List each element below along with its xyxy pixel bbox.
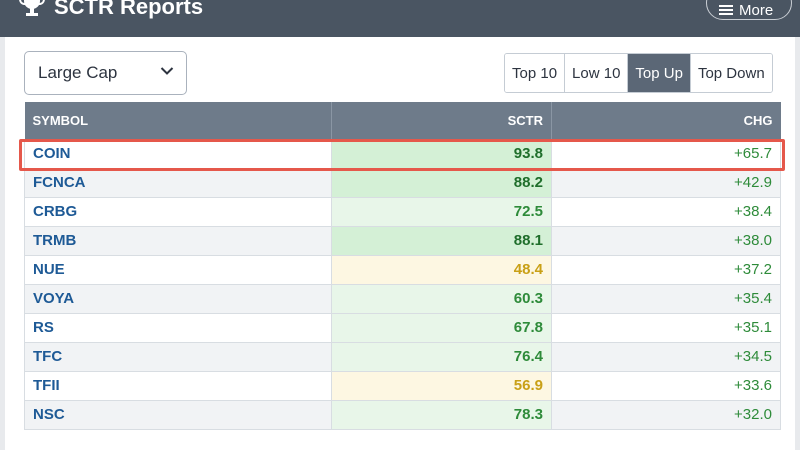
symbol-cell: TFC (24, 342, 332, 372)
sctr-cell: 72.5 (331, 197, 552, 227)
sctr-cell: 56.9 (331, 371, 552, 401)
table-header-row: SYMBOL SCTR CHG (24, 102, 781, 139)
symbol-link[interactable]: COIN (33, 144, 71, 162)
chg-value: +32.0 (734, 406, 772, 423)
sctr-cell: 76.4 (331, 342, 552, 372)
chg-cell: +34.5 (551, 342, 781, 372)
cap-select[interactable]: Large Cap (24, 51, 187, 95)
sctr-value: 48.4 (513, 261, 543, 278)
chg-cell: +37.2 (551, 255, 781, 285)
sctr-cell: 78.3 (331, 400, 552, 430)
sctr-value: 72.5 (513, 203, 543, 220)
sctr-value: 88.2 (513, 174, 543, 191)
table-row[interactable]: NSC 78.3 +32.0 (24, 400, 781, 430)
sctr-cell: 93.8 (331, 139, 552, 169)
symbol-cell: COIN (24, 139, 332, 169)
table-row[interactable]: RS 67.8 +35.1 (24, 313, 781, 343)
chg-value: +65.7 (734, 144, 772, 162)
sctr-cell: 88.2 (331, 168, 552, 198)
symbol-link[interactable]: CRBG (33, 203, 78, 220)
chg-cell: +65.7 (551, 139, 781, 169)
table-row[interactable]: TRMB 88.1 +38.0 (24, 226, 781, 256)
symbol-link[interactable]: NSC (33, 406, 65, 423)
sctr-table: SYMBOL SCTR CHG COIN 93.8 +65.7 FCNCA 88.2 +4… (24, 102, 781, 430)
column-header-symbol[interactable]: SYMBOL (24, 102, 332, 139)
sctr-cell: 48.4 (331, 255, 552, 285)
symbol-link[interactable]: TFC (33, 348, 63, 365)
symbol-cell: VOYA (24, 284, 332, 314)
symbol-cell: NSC (24, 400, 332, 430)
symbol-link[interactable]: FCNCA (33, 174, 86, 191)
app-header: SCTR Reports More (0, 0, 800, 37)
symbol-cell: RS (24, 313, 332, 343)
chg-value: +38.4 (734, 203, 772, 220)
chg-cell: +38.4 (551, 197, 781, 227)
symbol-link[interactable]: NUE (33, 261, 65, 278)
sctr-cell: 88.1 (331, 226, 552, 256)
table-row[interactable]: TFC 76.4 +34.5 (24, 342, 781, 372)
menu-icon (719, 3, 733, 17)
more-button-label: More (739, 1, 774, 19)
chg-value: +42.9 (734, 174, 772, 191)
sctr-value: 88.1 (513, 232, 543, 249)
symbol-cell: TRMB (24, 226, 332, 256)
symbol-link[interactable]: TFII (33, 377, 60, 394)
column-header-sctr[interactable]: SCTR (331, 102, 552, 139)
chg-value: +38.0 (734, 232, 772, 249)
chg-value: +35.1 (734, 319, 772, 336)
tab-low-10[interactable]: Low 10 (565, 54, 629, 92)
sctr-cell: 67.8 (331, 313, 552, 343)
tab-top-down[interactable]: Top Down (690, 54, 772, 92)
chg-value: +35.4 (734, 290, 772, 307)
report-type-tabs: Top 10 Low 10 Top Up Top Down (504, 53, 773, 93)
table-row[interactable]: VOYA 60.3 +35.4 (24, 284, 781, 314)
chevron-down-icon (160, 67, 174, 75)
chg-cell: +42.9 (551, 168, 781, 198)
tab-top-10[interactable]: Top 10 (505, 54, 566, 92)
symbol-cell: TFII (24, 371, 332, 401)
symbol-link[interactable]: VOYA (33, 290, 75, 307)
page-title: SCTR Reports (54, 0, 204, 19)
chg-value: +37.2 (734, 261, 772, 278)
table-row[interactable]: NUE 48.4 +37.2 (24, 255, 781, 285)
table-row[interactable]: COIN 93.8 +65.7 (24, 139, 781, 169)
chg-cell: +38.0 (551, 226, 781, 256)
chg-cell: +33.6 (551, 371, 781, 401)
symbol-cell: FCNCA (24, 168, 332, 198)
trophy-icon (19, 0, 45, 16)
symbol-link[interactable]: RS (33, 319, 54, 336)
chg-cell: +35.1 (551, 313, 781, 343)
sctr-value: 60.3 (513, 290, 543, 307)
cap-select-value: Large Cap (38, 63, 118, 82)
tab-top-up[interactable]: Top Up (628, 54, 691, 92)
table-row[interactable]: FCNCA 88.2 +42.9 (24, 168, 781, 198)
sctr-value: 93.8 (513, 144, 543, 162)
sctr-value: 76.4 (513, 348, 543, 365)
symbol-cell: CRBG (24, 197, 332, 227)
more-button[interactable]: More (706, 0, 792, 20)
chg-cell: +32.0 (551, 400, 781, 430)
symbol-cell: NUE (24, 255, 332, 285)
sctr-cell: 60.3 (331, 284, 552, 314)
sctr-value: 67.8 (513, 319, 543, 336)
sctr-value: 78.3 (513, 406, 543, 423)
column-header-chg[interactable]: CHG (551, 102, 781, 139)
table-row[interactable]: TFII 56.9 +33.6 (24, 371, 781, 401)
chg-cell: +35.4 (551, 284, 781, 314)
sctr-value: 56.9 (513, 377, 543, 394)
chg-value: +34.5 (734, 348, 772, 365)
table-body: COIN 93.8 +65.7 FCNCA 88.2 +42.9 CRBG 72.5 +38.4… (24, 139, 781, 430)
table-row[interactable]: CRBG 72.5 +38.4 (24, 197, 781, 227)
chg-value: +33.6 (734, 377, 772, 394)
symbol-link[interactable]: TRMB (33, 232, 77, 249)
